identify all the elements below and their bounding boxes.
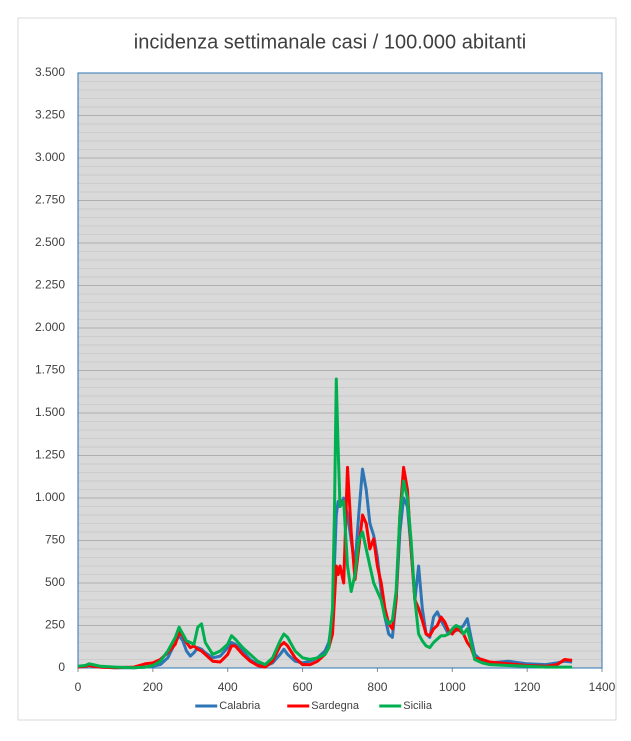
x-tick-label: 1200 — [514, 680, 541, 694]
y-tick-label: 250 — [45, 618, 65, 632]
y-tick-label: 1.500 — [35, 405, 65, 419]
x-tick-label: 600 — [293, 680, 313, 694]
y-tick-label: 1.250 — [35, 448, 65, 462]
x-tick-label: 1000 — [439, 680, 466, 694]
chart-title: incidenza settimanale casi / 100.000 abi… — [134, 31, 526, 53]
legend-label: Sardegna — [311, 700, 360, 712]
y-tick-label: 1.750 — [35, 363, 65, 377]
y-tick-label: 1.000 — [35, 490, 65, 504]
x-tick-label: 1400 — [589, 680, 616, 694]
y-tick-label: 3.250 — [35, 108, 65, 122]
y-tick-label: 3.500 — [35, 65, 65, 79]
x-tick-label: 800 — [367, 680, 387, 694]
y-tick-label: 3.000 — [35, 150, 65, 164]
legend-label: Calabria — [219, 700, 261, 712]
y-tick-label: 0 — [58, 660, 65, 674]
y-tick-label: 750 — [45, 533, 65, 547]
series-line — [77, 377, 573, 670]
y-tick-label: 2.500 — [35, 235, 65, 249]
x-tick-label: 400 — [218, 680, 238, 694]
plot-border — [77, 72, 603, 669]
legend-label: Sicilia — [403, 700, 433, 712]
y-tick-label: 2.000 — [35, 320, 65, 334]
y-tick-label: 500 — [45, 575, 65, 589]
y-tick-label: 2.750 — [35, 193, 65, 207]
x-tick-label: 0 — [75, 680, 82, 694]
y-tick-label: 2.250 — [35, 278, 65, 292]
x-tick-label: 200 — [143, 680, 163, 694]
